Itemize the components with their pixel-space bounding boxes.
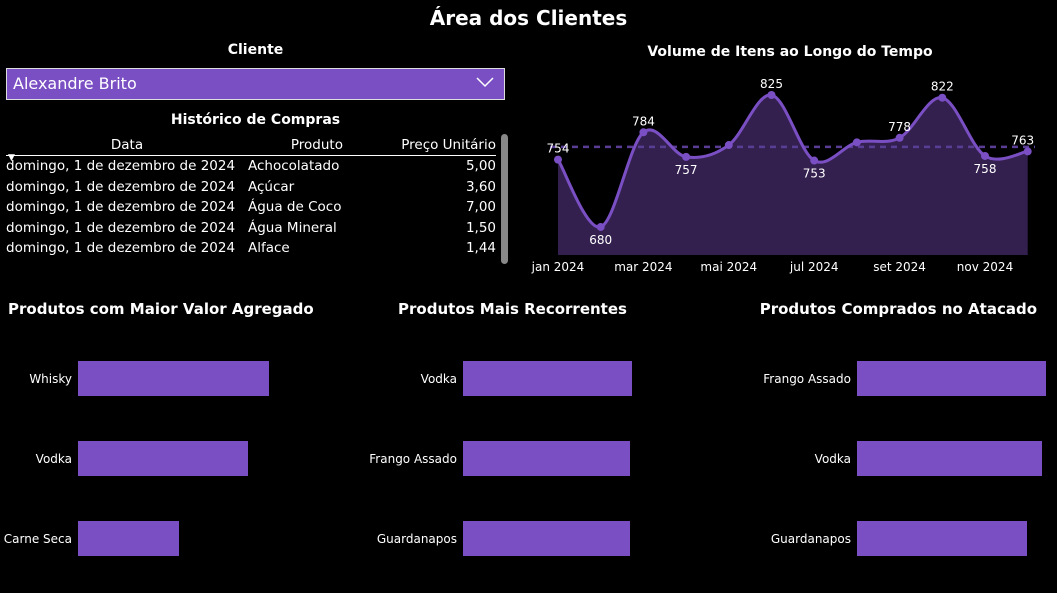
data-label: 822 xyxy=(931,80,954,94)
data-label: 754 xyxy=(547,142,570,156)
x-tick-label: nov 2024 xyxy=(957,260,1013,274)
table-header: Data Produto Preço Unitário ▼ xyxy=(6,134,496,163)
bar-category-label: Vodka xyxy=(814,452,851,466)
data-point xyxy=(724,141,733,150)
bar[interactable] xyxy=(463,361,632,396)
cell-produto: Água Mineral xyxy=(248,219,337,236)
line-chart-title: Volume de Itens ao Longo do Tempo xyxy=(647,44,933,60)
bar[interactable] xyxy=(857,521,1028,556)
data-point xyxy=(554,155,562,164)
header-data[interactable]: Data xyxy=(110,136,144,153)
cell-produto: Água de Coco xyxy=(248,199,342,216)
bar-category-label: Vodka xyxy=(420,372,457,386)
area-fill xyxy=(558,94,1028,255)
page-title: Área dos Clientes xyxy=(429,6,628,30)
cell-preco: 5,00 xyxy=(465,158,496,175)
x-tick-label: mai 2024 xyxy=(700,260,757,274)
data-point xyxy=(810,156,819,165)
bar[interactable] xyxy=(857,441,1043,476)
data-point xyxy=(767,91,776,99)
bar-category-label: Vodka xyxy=(35,452,72,466)
cell-preco: 1,50 xyxy=(465,219,496,236)
cell-preco: 1,44 xyxy=(465,240,496,257)
data-label: 758 xyxy=(974,162,997,176)
x-tick-label: mar 2024 xyxy=(614,260,672,274)
table-row[interactable]: domingo, 1 de dezembro de 2024 Açúcar 3,60 xyxy=(6,177,496,198)
bar-category-label: Guardanapos xyxy=(770,532,851,546)
table-scrollbar[interactable] xyxy=(501,134,508,264)
x-tick-label: jan 2024 xyxy=(531,260,585,274)
purchase-history-table: Data Produto Preço Unitário ▼ domingo, 1… xyxy=(6,134,496,259)
cell-data: domingo, 1 de dezembro de 2024 xyxy=(6,158,236,175)
client-value: Alexandre Brito xyxy=(13,74,137,93)
data-point xyxy=(981,151,989,160)
cell-data: domingo, 1 de dezembro de 2024 xyxy=(6,240,236,257)
sort-desc-icon[interactable]: ▼ xyxy=(8,153,15,163)
cell-data: domingo, 1 de dezembro de 2024 xyxy=(6,178,236,195)
bar-category-label: Whisky xyxy=(29,372,72,386)
table-row[interactable]: domingo, 1 de dezembro de 2024 Achocolata… xyxy=(6,156,496,177)
data-point xyxy=(596,222,605,231)
x-tick-label: jul 2024 xyxy=(789,260,839,274)
table-row[interactable]: domingo, 1 de dezembro de 2024 Água de Co… xyxy=(6,197,496,218)
data-label: 753 xyxy=(803,167,826,181)
volume-line-chart: 754 680 784 757 825 753 778 822 758 763 jan 2024 ma… xyxy=(531,77,1035,274)
chevron-down-icon xyxy=(476,73,494,92)
data-point xyxy=(1023,147,1032,156)
bar[interactable] xyxy=(463,521,631,556)
bar[interactable] xyxy=(857,361,1046,396)
data-point xyxy=(895,133,904,142)
bar-category-label: Guardanapos xyxy=(376,532,457,546)
cell-data: domingo, 1 de dezembro de 2024 xyxy=(6,199,236,216)
table-row[interactable]: domingo, 1 de dezembro de 2024 Alface 1,44 xyxy=(6,238,496,259)
data-label: 825 xyxy=(760,77,783,91)
data-point xyxy=(938,93,947,102)
data-label: 757 xyxy=(675,163,698,177)
bar[interactable] xyxy=(463,441,631,476)
header-preco[interactable]: Preço Unitário xyxy=(401,136,496,153)
bar-chart-title: Produtos Comprados no Atacado xyxy=(759,300,1037,318)
data-label: 763 xyxy=(1011,133,1034,147)
cell-preco: 3,60 xyxy=(465,178,496,195)
data-point xyxy=(639,128,648,137)
data-point xyxy=(852,138,861,147)
cell-preco: 7,00 xyxy=(465,199,496,216)
data-label: 680 xyxy=(589,233,612,247)
bar-chart-title: Produtos com Maior Valor Agregado xyxy=(8,300,314,318)
x-tick-label: set 2024 xyxy=(873,260,926,274)
cell-produto: Alface xyxy=(248,240,290,257)
data-label: 784 xyxy=(632,114,655,128)
table-title: Histórico de Compras xyxy=(170,112,341,128)
bar-chart-title: Produtos Mais Recorrentes xyxy=(398,300,627,318)
bar[interactable] xyxy=(78,361,269,396)
bar-category-label: Frango Assado xyxy=(369,452,457,466)
header-produto[interactable]: Produto xyxy=(290,136,343,153)
bar-category-label: Carne Seca xyxy=(3,532,72,546)
bar-category-label: Frango Assado xyxy=(763,372,851,386)
client-dropdown[interactable]: Alexandre Brito xyxy=(6,68,505,100)
bar[interactable] xyxy=(78,441,248,476)
cell-data: domingo, 1 de dezembro de 2024 xyxy=(6,219,236,236)
data-label: 778 xyxy=(888,120,911,134)
data-point xyxy=(682,152,691,161)
cell-produto: Achocolatado xyxy=(248,158,340,175)
slicer-label: Cliente xyxy=(227,42,284,58)
table-row[interactable]: domingo, 1 de dezembro de 2024 Água Miner… xyxy=(6,218,496,239)
bar[interactable] xyxy=(78,521,180,556)
cell-produto: Açúcar xyxy=(248,178,295,195)
